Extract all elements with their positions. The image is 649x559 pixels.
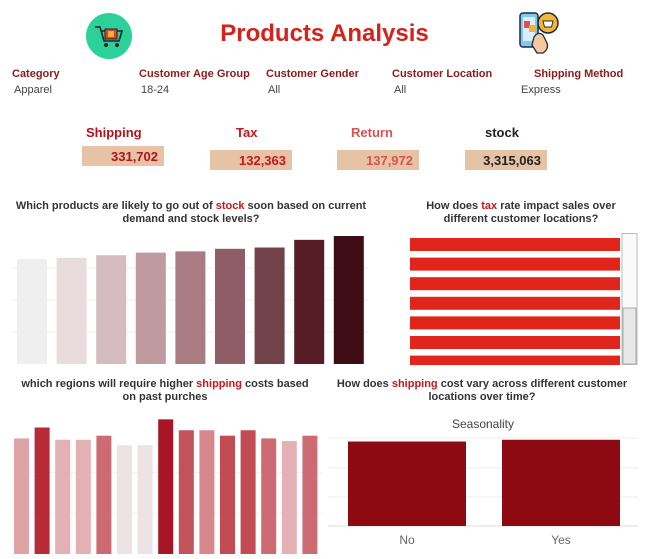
shipping-over-time-chart: Seasonality No Yes <box>328 417 638 547</box>
kpi-return-label: Return <box>351 125 393 140</box>
kpi-tax-label: Tax <box>236 125 258 140</box>
mobile-shopping-icon <box>516 11 562 57</box>
filter-location-value[interactable]: All <box>394 84 407 96</box>
filter-age-label: Customer Age Group <box>139 68 250 80</box>
filter-age-value[interactable]: 18-24 <box>141 84 170 96</box>
kpi-return-value: 137,972 <box>337 150 419 170</box>
chart-bar <box>17 259 47 364</box>
chart-bar <box>502 439 620 526</box>
q2-title: How does tax rate impact sales over diff… <box>426 200 616 225</box>
chart-bar <box>348 441 466 526</box>
chart-bar <box>410 257 620 271</box>
kpi-shipping-value: 331,702 <box>82 146 164 166</box>
chart-bar <box>117 445 132 554</box>
filter-gender-label: Customer Gender <box>266 68 359 80</box>
filter-shipping-value[interactable]: Express <box>521 84 561 96</box>
filter-category-value[interactable]: Apparel <box>14 84 52 96</box>
chart-bar <box>281 441 297 554</box>
chart-bar <box>96 435 112 554</box>
filter-category-label: Category <box>12 68 60 80</box>
chart-bar <box>199 430 215 554</box>
x-tick-label: No <box>399 533 415 547</box>
scrollbar-thumb <box>622 307 637 365</box>
chart-bar <box>178 430 194 554</box>
filter-location-label: Customer Location <box>392 68 493 80</box>
q4-title: How does shipping cost vary across diffe… <box>336 378 628 403</box>
chart-bar <box>410 336 620 349</box>
q3-title: which regions will require higher shippi… <box>21 378 309 403</box>
chart-bar <box>410 316 620 330</box>
q1-title: Which products are likely to go out of s… <box>15 200 367 225</box>
filter-gender-value[interactable]: All <box>268 84 281 96</box>
chart-bar <box>158 419 174 554</box>
chart-bar <box>333 236 364 364</box>
stock-outlook-chart <box>12 236 368 364</box>
chart-bar <box>410 238 620 251</box>
tax-by-location-chart <box>410 233 638 365</box>
kpi-shipping-label: Shipping <box>86 125 142 140</box>
chart-bar <box>302 435 318 554</box>
x-tick-label: Yes <box>551 533 571 547</box>
chart-bar <box>240 430 256 554</box>
chart-bar <box>410 296 620 310</box>
chart-bar <box>410 355 620 365</box>
chart-bar <box>96 255 127 364</box>
chart-bar <box>294 239 325 364</box>
chart-bar <box>410 277 620 291</box>
chart-bar <box>215 248 245 364</box>
chart-bar <box>14 438 29 554</box>
chart-bar <box>261 438 277 554</box>
chart-bar <box>135 252 166 364</box>
chart-title: Seasonality <box>452 417 514 431</box>
chart-bar <box>34 427 50 554</box>
chart-bar <box>137 445 153 554</box>
chart-bar <box>55 439 71 554</box>
filter-shipping-label: Shipping Method <box>534 68 624 80</box>
shopping-cart-icon <box>86 13 132 59</box>
shipping-by-region-chart <box>12 419 322 554</box>
kpi-stock-label: stock <box>485 125 519 140</box>
chart-bar <box>175 251 206 364</box>
kpi-stock-value: 3,315,063 <box>465 150 547 170</box>
chart-bar <box>254 247 285 364</box>
chart-bar <box>220 435 235 554</box>
page-title: Products Analysis <box>220 20 429 47</box>
chart-bar <box>56 257 87 364</box>
kpi-tax-value: 132,363 <box>210 150 292 170</box>
chart-bar <box>75 439 91 554</box>
